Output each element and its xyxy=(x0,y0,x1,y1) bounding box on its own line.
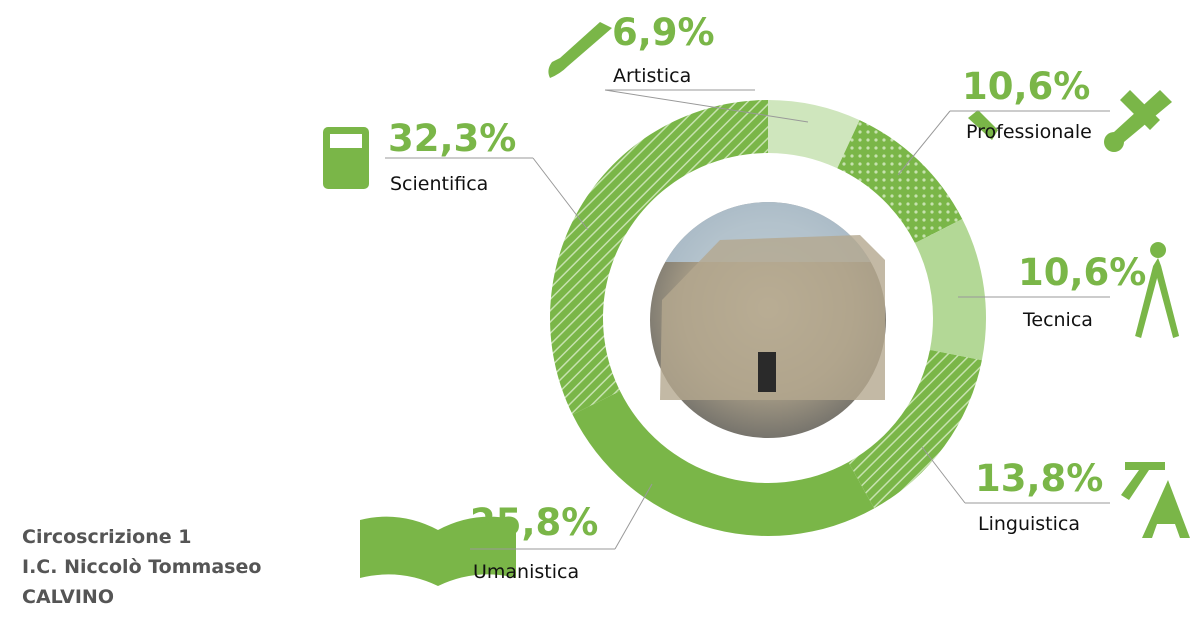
category-label: Professionale xyxy=(966,121,1092,143)
category-label: Tecnica xyxy=(1022,309,1093,331)
donut-segment xyxy=(837,120,962,243)
photo xyxy=(650,202,886,438)
value-label: 10,6% xyxy=(1018,251,1146,294)
value-label: 6,9% xyxy=(612,11,715,54)
footer-text: I.C. Niccolò Tommaseo xyxy=(22,556,261,578)
footer-text: Circoscrizione 1 xyxy=(22,526,191,548)
value-label: 13,8% xyxy=(975,457,1103,500)
chart: Circoscrizione 1 I.C. Niccolò Tommaseo C… xyxy=(0,0,1202,619)
value-label: 32,3% xyxy=(388,117,516,160)
footer-text: CALVINO xyxy=(22,586,114,608)
category-label: Scientifica xyxy=(390,173,488,195)
category-label: Linguistica xyxy=(978,513,1080,535)
category-label: Umanistica xyxy=(473,561,579,583)
category-label: Artistica xyxy=(613,65,691,87)
value-label: 25,8% xyxy=(470,501,598,544)
value-label: 10,6% xyxy=(962,65,1090,108)
donut-segment xyxy=(915,219,986,360)
